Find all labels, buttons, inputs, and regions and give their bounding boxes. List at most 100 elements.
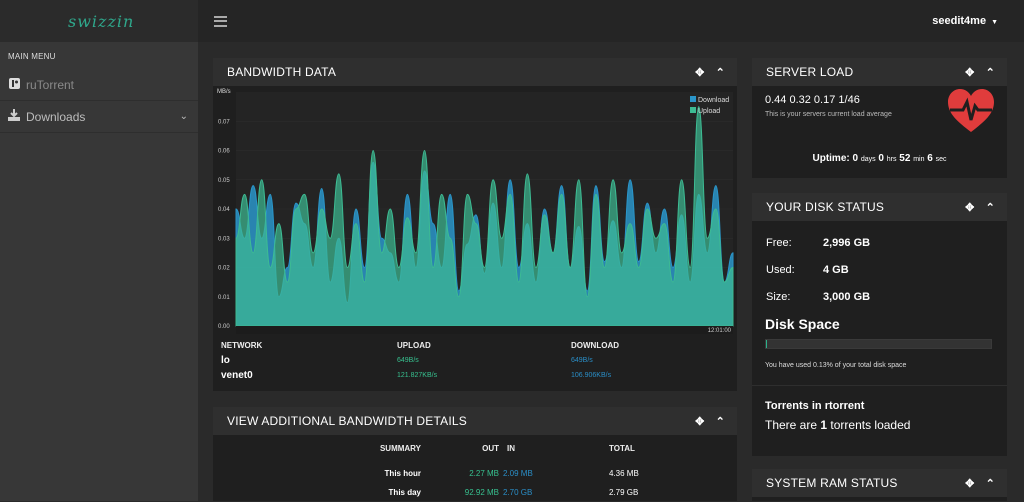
uptime-min-unit: min	[913, 156, 925, 163]
bandwidth-table: NETWORK UPLOAD DOWNLOAD lo 649B/s 649B/s…	[213, 338, 737, 383]
uptime-hrs-unit: hrs	[886, 156, 897, 163]
torrents-title: Torrents in rtorrent	[765, 400, 865, 412]
col-network: NETWORK	[221, 341, 263, 350]
table-row: This hour 2.27 MB 2.09 MB 4.36 MB	[213, 464, 737, 483]
sidebar-item-downloads[interactable]: Downloads ⌄	[0, 101, 198, 133]
uptime-min: 52	[899, 153, 911, 164]
disk-usage-note: You have used 0.13% of your total disk s…	[765, 362, 907, 369]
uptime-line: Uptime: 0 days 0 hrs 52 min 6 sec	[752, 153, 1007, 164]
disk-space-title: Disk Space	[765, 316, 840, 332]
in-value: 2.70 GB	[503, 488, 533, 497]
col-in: IN	[507, 444, 515, 453]
panel-title: SERVER LOAD	[766, 65, 854, 79]
menu-title: MAIN MENU	[8, 52, 56, 61]
uptime-sec: 6	[927, 153, 933, 164]
total-value: 4.36 MB	[609, 469, 639, 478]
heart-pulse-icon	[948, 89, 994, 132]
panel-title: SYSTEM RAM STATUS	[766, 476, 898, 490]
menu-toggle-icon[interactable]	[214, 15, 227, 27]
panel-header: BANDWIDTH DATA ✥ ⌃	[213, 58, 737, 86]
uptime-hrs: 0	[878, 153, 884, 164]
legend-swatch	[690, 107, 696, 113]
summary-label: This hour	[384, 469, 421, 478]
panel-header: YOUR DISK STATUS ✥ ⌃	[752, 193, 1007, 221]
disk-free-row: Free: 2,996 GB	[752, 229, 1007, 256]
panel-title: YOUR DISK STATUS	[766, 200, 885, 214]
server-load-panel: SERVER LOAD ✥ ⌃ 0.44 0.32 0.17 1/46 This…	[752, 58, 1007, 178]
disk-value: 3,000 GB	[823, 290, 871, 303]
username: seedit4me	[932, 15, 987, 27]
col-total: TOTAL	[609, 444, 635, 453]
legend-label: Upload	[698, 108, 720, 115]
panel-header: VIEW ADDITIONAL BANDWIDTH DETAILS ✥ ⌃	[213, 407, 737, 435]
bandwidth-summary-table: SUMMARY OUT IN TOTAL This hour 2.27 MB 2…	[213, 435, 737, 502]
panel-title: VIEW ADDITIONAL BANDWIDTH DETAILS	[227, 414, 467, 428]
sidebar: swizzin MAIN MENU ruTorrent Downloads ⌄	[0, 0, 198, 501]
load-average: 0.44 0.32 0.17 1/46	[765, 94, 860, 106]
y-tick-label: 0.06	[218, 149, 230, 155]
user-menu[interactable]: seedit4me ▼	[932, 15, 998, 27]
y-tick-label: 0.02	[218, 266, 230, 272]
disk-label: Size:	[766, 290, 791, 303]
download-rate: 649B/s	[571, 357, 593, 364]
top-bar: seedit4me ▼	[198, 0, 1024, 42]
disk-size-row: Size: 3,000 GB	[752, 283, 1007, 310]
x-tick-label: 12:01:00	[708, 328, 732, 334]
sidebar-item-label: Downloads	[26, 109, 86, 124]
sidebar-item-label: ruTorrent	[26, 77, 75, 92]
disk-value: 4 GB	[823, 263, 849, 276]
disk-usage-fill	[766, 340, 767, 348]
torrents-count: 1	[820, 418, 828, 432]
panel-header: SERVER LOAD ✥ ⌃	[752, 58, 1007, 86]
y-tick-label: 0.07	[218, 119, 230, 125]
y-tick-label: 0.03	[218, 236, 230, 242]
torrents-prefix: There are	[765, 418, 818, 432]
total-value: 2.79 GB	[609, 488, 639, 497]
ram-status-panel: SYSTEM RAM STATUS ✥ ⌃	[752, 469, 1007, 501]
collapse-icon[interactable]: ⌃	[985, 201, 995, 214]
bandwidth-panel: BANDWIDTH DATA ✥ ⌃ MB/s 0.00 0.01 0.02 0.03 0…	[213, 58, 737, 391]
disk-value: 2,996 GB	[823, 236, 871, 249]
panel-title: BANDWIDTH DATA	[227, 65, 337, 79]
chevron-down-icon: ⌄	[179, 111, 188, 122]
series-area-upload	[235, 106, 734, 327]
bandwidth-chart: MB/s 0.00 0.01 0.02 0.03 0.04 0.05 0.06 0.07 12:0…	[217, 89, 734, 334]
move-icon[interactable]: ✥	[695, 415, 705, 428]
move-icon[interactable]: ✥	[965, 66, 975, 79]
y-tick-label: 0.05	[218, 178, 230, 184]
network-name: lo	[221, 355, 230, 366]
legend-label: Download	[698, 97, 729, 104]
out-value: 2.27 MB	[469, 469, 499, 478]
col-summary: SUMMARY	[379, 444, 421, 453]
col-download: DOWNLOAD	[571, 341, 619, 350]
logo-text: swizzin	[68, 11, 135, 31]
disk-used-row: Used: 4 GB	[752, 256, 1007, 283]
move-icon[interactable]: ✥	[965, 201, 975, 214]
move-icon[interactable]: ✥	[965, 477, 975, 490]
uptime-sec-unit: sec	[935, 156, 947, 163]
disk-usage-bar	[765, 339, 992, 349]
collapse-icon[interactable]: ⌃	[985, 66, 995, 79]
collapse-icon[interactable]: ⌃	[985, 477, 995, 490]
download-icon	[7, 109, 21, 124]
caret-down-icon: ▼	[991, 19, 998, 26]
collapse-icon[interactable]: ⌃	[715, 66, 725, 79]
summary-label: This day	[388, 488, 421, 497]
uptime-label: Uptime:	[812, 153, 850, 164]
table-row: This day 92.92 MB 2.70 GB 2.79 GB	[213, 483, 737, 502]
uptime-days-unit: days	[860, 156, 876, 163]
x-axis-band	[236, 326, 733, 334]
y-tick-label: 0.00	[218, 324, 230, 330]
load-caption: This is your servers current load averag…	[765, 111, 892, 118]
y-tick-label: 0.01	[218, 295, 230, 301]
collapse-icon[interactable]: ⌃	[715, 415, 725, 428]
download-rate: 106.906KB/s	[571, 372, 612, 379]
upload-rate: 121.827KB/s	[397, 372, 438, 379]
brand-logo[interactable]: swizzin	[0, 0, 198, 42]
move-icon[interactable]: ✥	[695, 66, 705, 79]
sidebar-item-rutorrent[interactable]: ruTorrent	[0, 69, 198, 101]
table-row: lo 649B/s 649B/s	[213, 353, 737, 368]
disk-label: Free:	[766, 236, 792, 249]
table-row: venet0 121.827KB/s 106.906KB/s	[213, 368, 737, 383]
y-tick-label: 0.04	[218, 207, 230, 213]
